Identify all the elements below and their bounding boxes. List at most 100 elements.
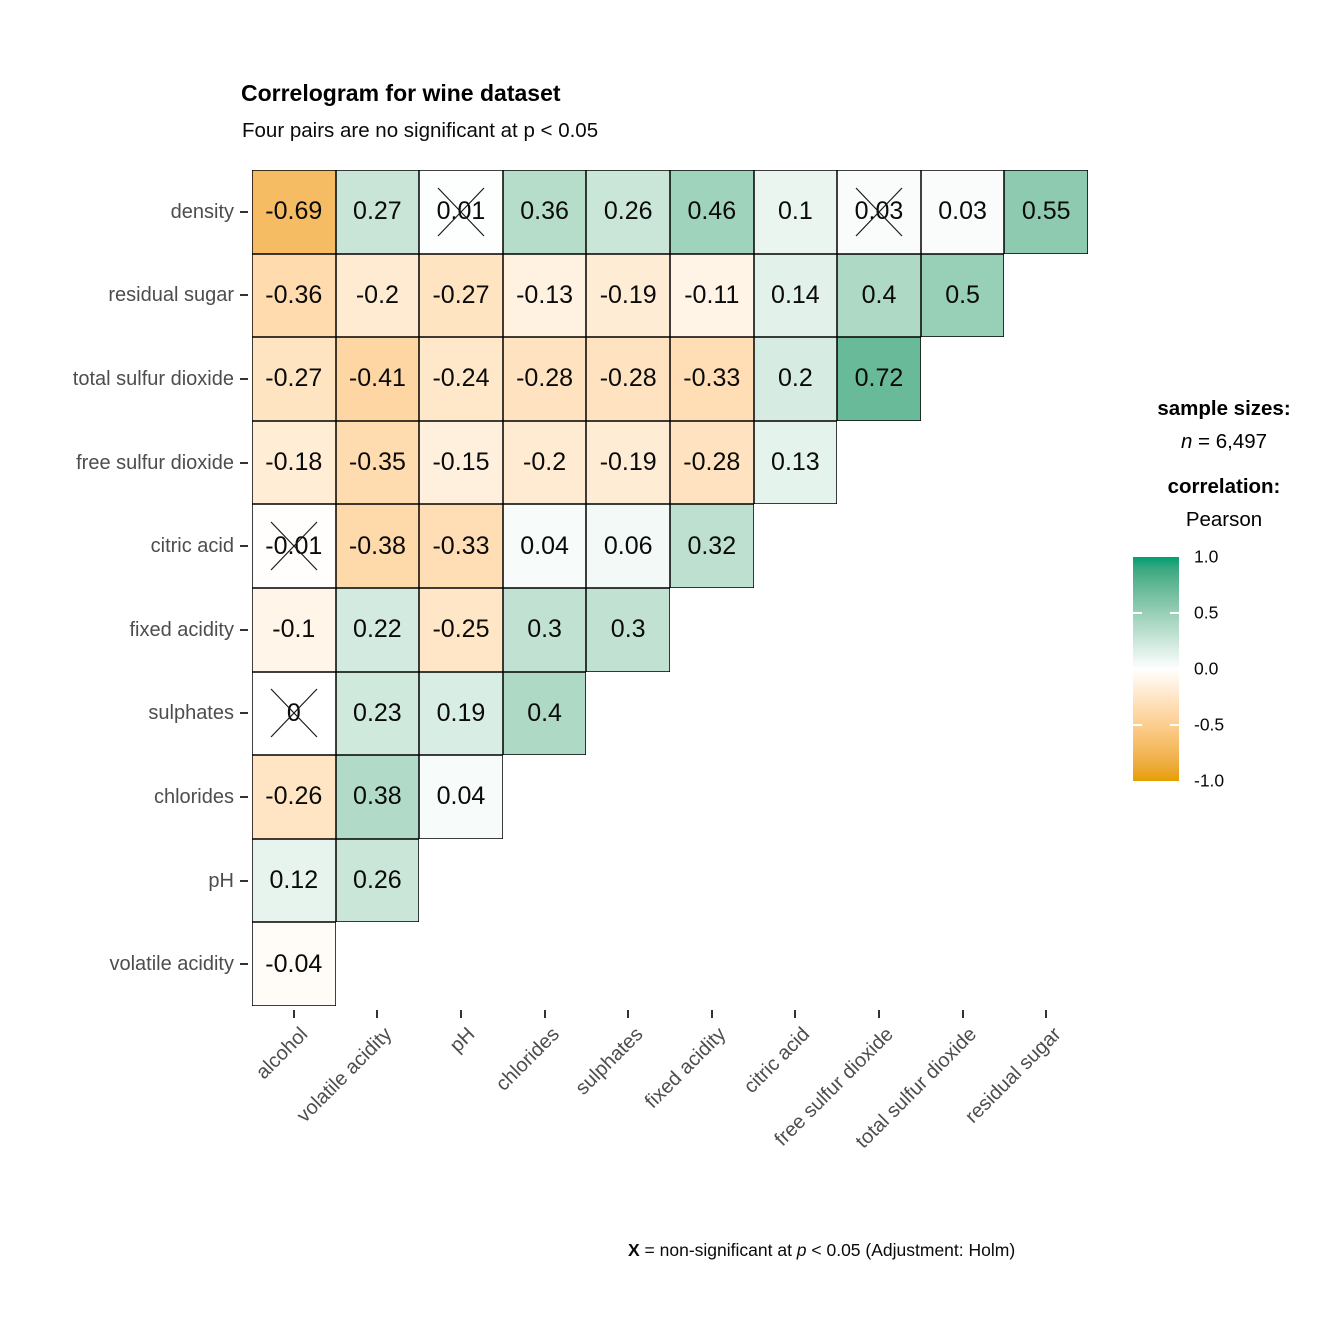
heatmap-cell: 0.3 [502,588,587,672]
heatmap-cell: -0.28 [586,337,670,421]
correlation-value: -0.33 [683,364,741,393]
correlation-value: -0.26 [265,782,323,811]
correlation-value: -0.2 [523,448,567,477]
correlation-value: 0.19 [436,698,486,727]
legend-sample-size-value: n = 6,497 [1104,430,1344,454]
correlation-value: -0.19 [599,280,657,309]
correlation-value: -0.2 [355,280,399,309]
y-axis-label: pH [208,869,234,892]
heatmap-cell: 0.03 [920,170,1005,254]
heatmap-cell: 0.3 [586,588,670,672]
y-axis-label: free sulfur dioxide [76,451,234,474]
legend-n-symbol: n [1180,430,1193,453]
chart-title: Correlogram for wine dataset [241,80,561,106]
colorbar-tick-label: -0.5 [1194,714,1225,735]
correlation-value: 0.4 [861,280,897,309]
heatmap-cell: -0.27 [419,253,503,338]
correlation-value: -0.27 [265,364,323,393]
y-axis-tick [240,879,248,882]
heatmap-cell: 0.32 [670,504,754,588]
heatmap-cell: 0.04 [502,504,587,588]
y-axis-tick [240,628,248,631]
heatmap-cell: 0.38 [335,755,420,839]
correlation-value: 0.12 [269,866,319,895]
correlation-value: 0.04 [436,782,486,811]
correlation-value: 0.1 [778,197,813,226]
heatmap-cell: -0.2 [335,253,420,338]
heatmap-cell: -0.15 [419,420,503,505]
heatmap-cell: -0.33 [419,504,503,588]
correlation-value: -0.36 [265,280,323,309]
correlation-value: 0.27 [353,197,402,226]
correlation-value: 0.03 [938,197,987,226]
y-axis-tick [240,294,248,297]
x-axis-tick [543,1010,546,1018]
correlation-value: 0.3 [527,615,562,644]
correlation-value: -0.38 [348,531,406,560]
x-axis-tick [710,1010,713,1018]
heatmap-cell: 0.55 [1004,170,1088,254]
correlation-value: -0.1 [272,615,316,644]
correlation-value: 0.04 [520,531,569,560]
heatmap-cell: -0.25 [419,588,503,672]
x-axis-tick [1045,1010,1048,1018]
heatmap-cell: 0.14 [753,253,838,338]
heatmap-cell: 0.4 [837,253,921,338]
correlation-value: 0.14 [771,280,820,309]
y-axis-label: total sulfur dioxide [72,368,234,390]
caption-suffix-text: < 0.05 (Adjustment: Holm) [806,1240,1016,1260]
y-axis-label: density [170,200,234,223]
correlation-value: -0.41 [348,364,406,393]
colorbar-gradient [1133,557,1179,781]
heatmap-cell: -0.28 [502,337,587,421]
heatmap-cell: 0.46 [670,170,754,254]
correlation-value: -0.69 [265,197,323,226]
heatmap-cell: -0.35 [335,420,420,505]
correlation-value: 0.4 [527,698,562,727]
x-axis-tick [961,1010,964,1018]
heatmap-cell: 0.27 [335,170,420,254]
heatmap-cell: -0.28 [670,420,754,505]
colorbar-break-tick [1170,724,1179,726]
correlation-value: -0.19 [599,448,657,477]
heatmap-cell: -0.69 [252,170,336,254]
x-axis-tick [627,1010,630,1018]
y-axis-tick [240,461,248,464]
heatmap-cell: -0.18 [252,420,336,505]
heatmap-cell: 0.2 [753,337,838,421]
correlation-value: 0.72 [854,364,904,393]
correlation-value: 0.3 [610,615,646,644]
colorbar-tick-label: 0.5 [1194,602,1219,623]
correlation-value: -0.18 [265,448,323,477]
heatmap-cell: -0.41 [335,337,420,421]
correlation-value: 0.26 [353,866,402,895]
heatmap-cell: 0.12 [252,838,336,923]
caption: X = non-significant at p < 0.05 (Adjustm… [628,1240,1015,1261]
x-axis-tick [376,1010,379,1018]
heatmap-cell: -0.01 [252,504,336,588]
x-axis-tick [460,1010,462,1018]
heatmap-cell: 0.01 [419,170,503,254]
correlation-value: 0.55 [1021,197,1071,226]
heatmap-cell: -0.36 [252,253,336,338]
correlation-value: 0.13 [771,448,820,477]
correlation-value: 0.22 [353,615,402,644]
correlation-value: 0.26 [603,197,653,226]
heatmap-cell: -0.11 [670,253,754,338]
y-axis-label: chlorides [153,786,234,808]
correlation-value: 0.5 [945,280,980,309]
y-axis-tick [240,545,248,548]
correlation-value: 0.01 [436,197,486,226]
heatmap-cell: -0.26 [252,755,336,839]
correlation-value: -0.27 [432,280,490,309]
legend-method: Pearson [1185,508,1263,531]
correlation-value: -0.24 [432,364,490,393]
heatmap-cell: 0.5 [920,253,1005,338]
legend-sample-sizes-title: sample sizes: [1157,397,1291,420]
y-axis-label: citric acid [150,535,234,558]
correlation-value: -0.33 [432,531,490,560]
caption-mid-text: = non-significant at [639,1240,797,1260]
correlation-value: -0.15 [432,448,490,477]
y-axis-tick [240,963,248,966]
heatmap-cell: 0.26 [586,170,670,254]
